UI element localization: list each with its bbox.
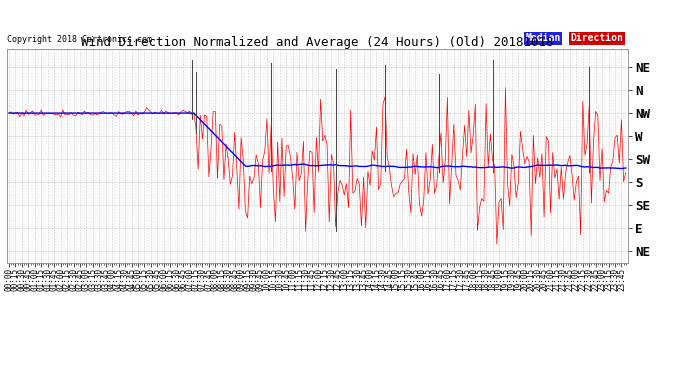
Text: Direction: Direction [571,33,624,44]
Title: Wind Direction Normalized and Average (24 Hours) (Old) 20181018: Wind Direction Normalized and Average (2… [81,36,553,49]
Text: Median: Median [526,33,561,44]
Text: Copyright 2018 Cartronics.com: Copyright 2018 Cartronics.com [7,36,152,45]
